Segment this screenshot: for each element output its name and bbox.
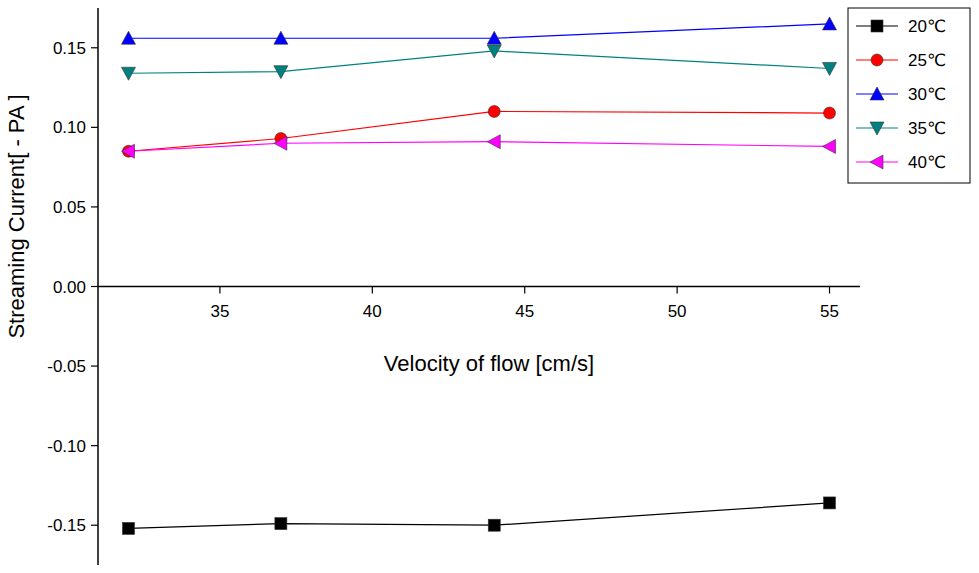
legend-marker [871,54,883,66]
x-tick-label: 40 [363,302,382,321]
y-tick [91,286,98,287]
data-point [823,62,837,75]
data-point [487,31,501,44]
x-tick-label: 45 [515,302,534,321]
legend-marker [871,20,883,32]
data-point [824,107,836,119]
legend-label: 35℃ [908,119,946,138]
y-tick-label: 0.05 [53,198,86,217]
data-point [275,518,287,530]
y-tick-label: 0.00 [53,278,86,297]
series-line [128,503,829,528]
y-tick [91,445,98,446]
legend-label: 40℃ [908,153,946,172]
data-point [824,497,836,509]
y-tick [91,365,98,366]
x-axis [98,286,860,288]
y-tick [91,525,98,526]
legend-marker [870,155,883,169]
x-tick [372,287,373,294]
x-tick [219,287,220,294]
x-tick [524,287,525,294]
data-point [274,66,288,79]
data-point [121,67,135,80]
y-tick-label: -0.10 [47,437,86,456]
y-tick [91,127,98,128]
y-tick [91,47,98,48]
data-point [122,145,134,157]
y-tick-label: -0.05 [47,357,86,376]
legend-marker [870,87,884,100]
chart: -0.15 -0.10 -0.05 0.00 0.05 0.10 0.15 35 40 45 50 5… [0,0,979,573]
data-point [487,135,500,149]
series-line [128,51,829,73]
legend-marker [870,122,884,135]
y-tick-label: 0.10 [53,118,86,137]
data-point [122,522,134,534]
y-axis-label: Streaming Current[ - PA ] [4,94,29,338]
y-tick-label: 0.15 [53,39,86,58]
y-tick-label: -0.15 [47,516,86,535]
data-point [487,45,501,58]
data-point [121,144,134,158]
x-tick-label: 35 [210,302,229,321]
data-point [488,105,500,117]
series-line [128,142,829,152]
data-point [823,139,836,153]
plot-area [121,17,836,534]
data-point [274,31,288,44]
legend-label: 20℃ [908,17,946,36]
series-line [128,111,829,151]
legend-label: 30℃ [908,85,946,104]
legend: 20℃ 25℃ 30℃ 35℃ 40℃ [848,8,970,183]
legend-box [848,8,970,183]
legend-label: 25℃ [908,51,946,70]
data-point [274,136,287,150]
series-line [128,24,829,38]
x-tick-label: 55 [820,302,839,321]
y-tick [91,206,98,207]
x-tick [677,287,678,294]
data-point [121,31,135,44]
x-tick [829,287,830,294]
data-point [488,519,500,531]
x-tick-label: 50 [668,302,687,321]
data-point [823,17,837,30]
x-axis-label: Velocity of flow [cm/s] [384,351,594,376]
